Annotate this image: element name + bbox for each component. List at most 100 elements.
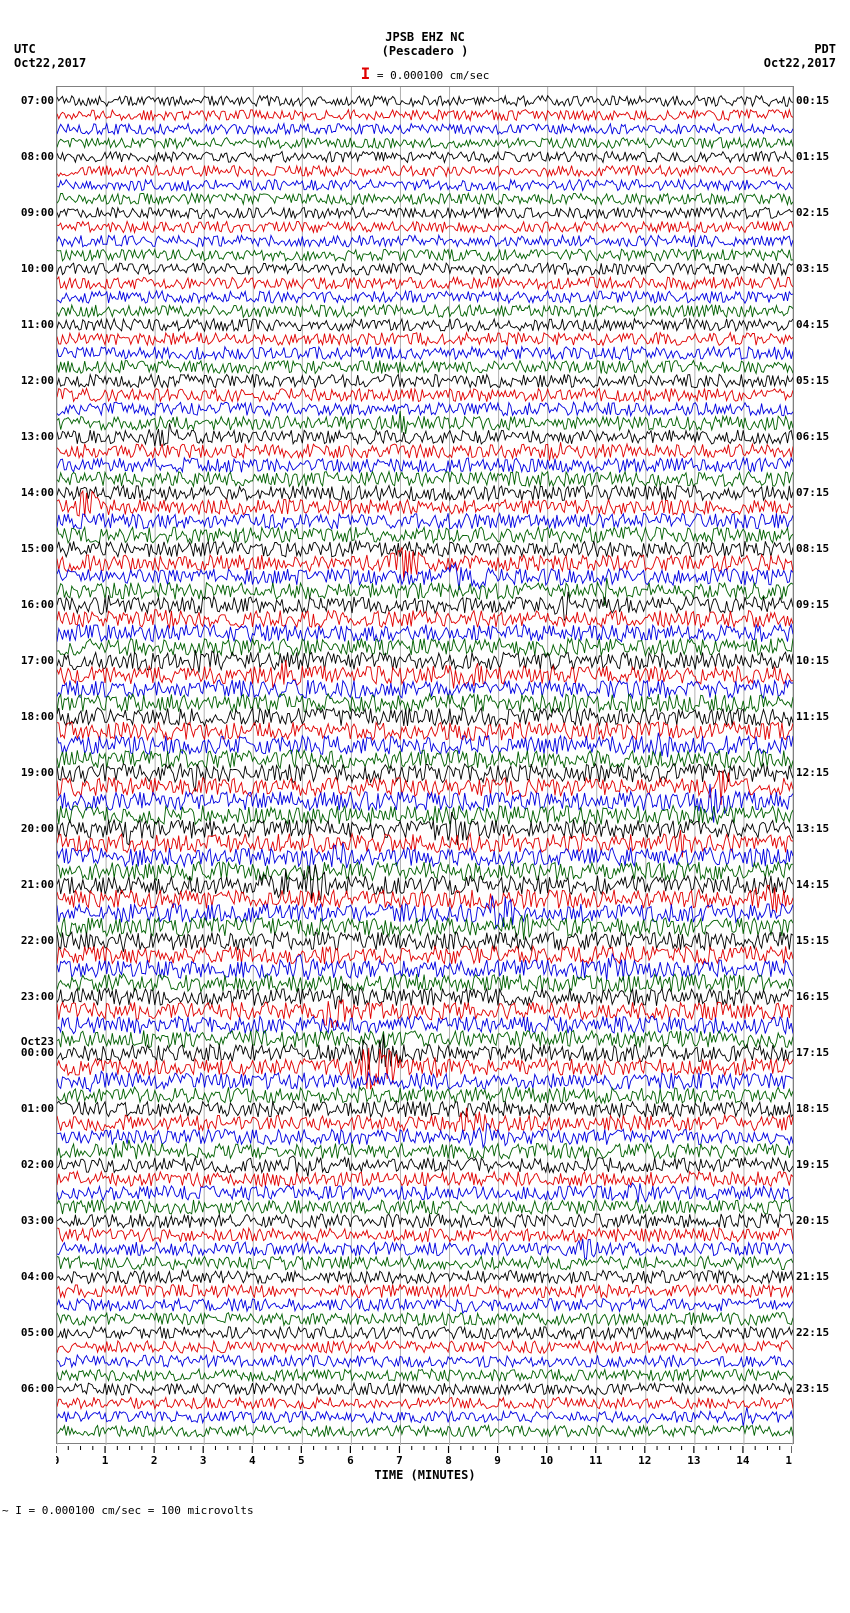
x-tick-label: 12 — [638, 1454, 651, 1467]
seismic-trace — [57, 1425, 793, 1436]
utc-hour-label: 04:00 — [2, 1271, 54, 1282]
pdt-hour-label: 20:15 — [796, 1215, 848, 1226]
x-tick-label: 6 — [347, 1454, 354, 1467]
scale-bar-label: I = 0.000100 cm/sec — [361, 64, 490, 83]
pdt-hour-label: 10:15 — [796, 655, 848, 666]
pdt-hour-label: 04:15 — [796, 319, 848, 330]
seismic-trace — [57, 750, 793, 769]
seismic-trace — [57, 110, 793, 121]
seismic-trace — [57, 249, 793, 261]
pdt-hour-label: 06:15 — [796, 431, 848, 442]
seismic-trace — [57, 263, 793, 275]
utc-hour-label: 13:00 — [2, 431, 54, 442]
x-tick-label: 4 — [249, 1454, 256, 1467]
seismic-trace — [57, 124, 793, 135]
seismic-trace — [57, 770, 793, 804]
seismic-trace — [57, 277, 793, 289]
station-location: (Pescadero ) — [382, 44, 469, 58]
seismic-trace — [57, 221, 793, 232]
utc-hour-label: 14:00 — [2, 487, 54, 498]
seismic-trace — [57, 722, 793, 740]
x-axis: 0123456789101112131415 TIME (MINUTES) — [56, 1446, 794, 1486]
utc-hour-label: 21:00 — [2, 879, 54, 890]
footer-scale: ~ I = 0.000100 cm/sec = 100 microvolts — [2, 1504, 850, 1517]
seismic-trace — [57, 946, 793, 964]
seismic-trace — [57, 207, 793, 218]
seismic-trace — [57, 374, 793, 387]
x-tick-label: 5 — [298, 1454, 305, 1467]
pdt-hour-label: 16:15 — [796, 991, 848, 1002]
seismic-trace — [57, 1355, 793, 1367]
utc-hour-label: 05:00 — [2, 1327, 54, 1338]
seismic-trace — [57, 624, 793, 641]
seismic-trace — [57, 1397, 793, 1409]
seismic-trace — [57, 1299, 793, 1314]
seismic-trace — [57, 1341, 793, 1353]
x-tick-label: 7 — [396, 1454, 403, 1467]
seismic-trace — [57, 974, 793, 992]
seismic-trace — [57, 1016, 793, 1033]
pdt-hour-label: 02:15 — [796, 207, 848, 218]
seismic-trace — [57, 1327, 793, 1340]
utc-hour-label: 19:00 — [2, 767, 54, 778]
seismic-trace — [57, 96, 793, 107]
seismic-trace — [57, 152, 793, 163]
seismic-trace — [57, 442, 793, 461]
pdt-hour-label: 00:15 — [796, 95, 848, 106]
seismic-trace — [57, 830, 793, 857]
utc-date-roll-label: Oct23 — [2, 1035, 54, 1048]
seismic-trace — [57, 1407, 793, 1426]
date-left-label: Oct22,2017 — [14, 56, 86, 70]
utc-hour-label: 22:00 — [2, 935, 54, 946]
pdt-hour-label: 15:15 — [796, 935, 848, 946]
utc-hour-label: 23:00 — [2, 991, 54, 1002]
utc-hour-label: 08:00 — [2, 151, 54, 162]
x-tick-label: 11 — [589, 1454, 603, 1467]
utc-hour-label: 11:00 — [2, 319, 54, 330]
seismic-trace — [57, 486, 793, 501]
x-tick-label: 0 — [56, 1454, 59, 1467]
pdt-hour-label: 22:15 — [796, 1327, 848, 1338]
seismic-trace — [57, 402, 793, 416]
seismic-trace — [57, 472, 793, 487]
seismic-trace — [57, 1214, 793, 1228]
seismic-trace — [57, 319, 793, 331]
utc-hour-label: 15:00 — [2, 543, 54, 554]
pdt-hour-label: 21:15 — [796, 1271, 848, 1282]
utc-hour-label: 06:00 — [2, 1383, 54, 1394]
pdt-hour-label: 18:15 — [796, 1103, 848, 1114]
x-tick-label: 1 — [102, 1454, 109, 1467]
seismic-trace — [57, 1087, 793, 1103]
seismic-trace — [57, 1156, 793, 1177]
seismic-trace — [57, 610, 793, 628]
seismic-trace — [57, 1200, 793, 1214]
pdt-hour-label: 09:15 — [796, 599, 848, 610]
seismic-trace — [57, 193, 793, 204]
seismic-trace — [57, 166, 793, 177]
seismic-trace — [57, 1270, 793, 1283]
x-tick-label: 8 — [445, 1454, 452, 1467]
seismic-trace — [57, 1183, 793, 1202]
seismic-trace — [57, 291, 793, 303]
seismic-trace — [57, 999, 793, 1028]
seismic-trace — [57, 1071, 793, 1091]
pdt-hour-label: 19:15 — [796, 1159, 848, 1170]
utc-hour-label: 20:00 — [2, 823, 54, 834]
utc-hour-label: 03:00 — [2, 1215, 54, 1226]
utc-hour-label: 10:00 — [2, 263, 54, 274]
seismic-trace — [57, 138, 793, 149]
pdt-hour-label: 01:15 — [796, 151, 848, 162]
utc-hour-label: 00:00 — [2, 1047, 54, 1058]
seismic-trace — [57, 784, 793, 823]
utc-hour-label: 17:00 — [2, 655, 54, 666]
helicorder-plot: 07:0008:0009:0010:0011:0012:0013:0014:00… — [56, 86, 794, 1444]
seismic-trace — [57, 411, 793, 434]
x-tick-label: 13 — [687, 1454, 700, 1467]
seismic-trace — [57, 1285, 793, 1298]
seismic-trace — [57, 347, 793, 360]
seismic-trace — [57, 1030, 793, 1047]
seismic-trace — [57, 458, 793, 473]
tz-right-label: PDT — [814, 42, 836, 56]
pdt-hour-label: 23:15 — [796, 1383, 848, 1394]
utc-hour-label: 18:00 — [2, 711, 54, 722]
